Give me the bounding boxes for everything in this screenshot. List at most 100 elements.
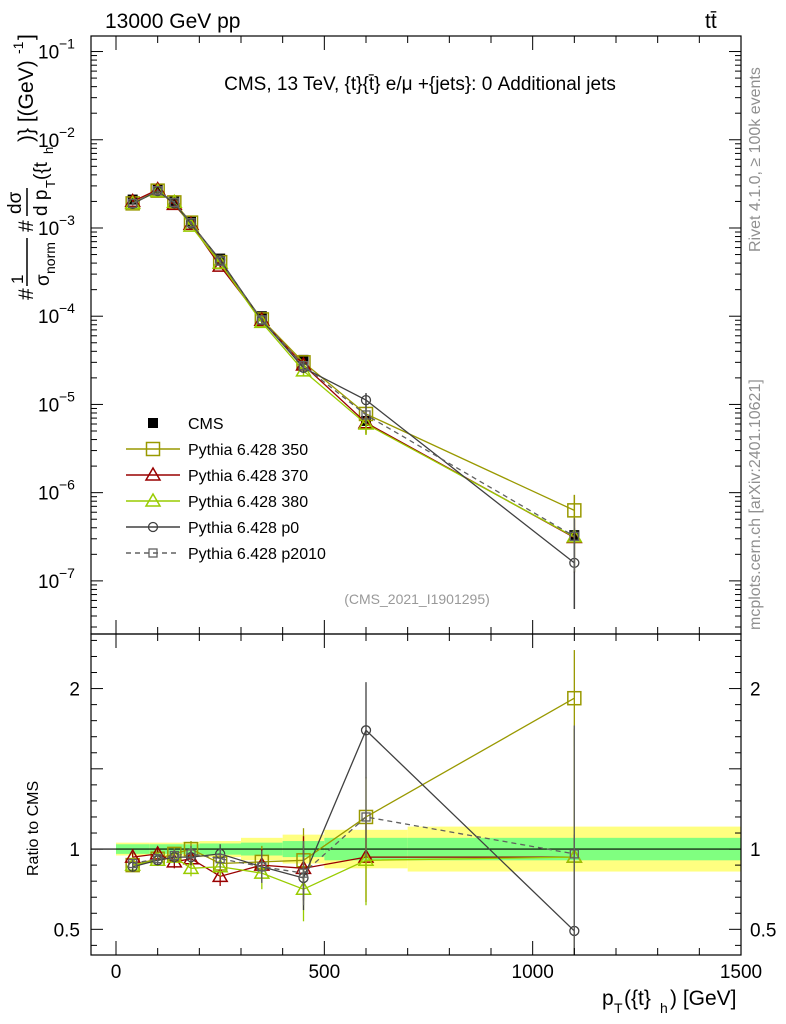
legend-marker (144, 492, 162, 507)
ratio-y-tick-label: 2 (69, 680, 80, 701)
y-tick-exp: −2 (59, 124, 75, 140)
svg-text:h: h (660, 1000, 668, 1016)
y-tick-base: 10 (38, 484, 59, 505)
legend-marker (144, 466, 162, 481)
legend-entry-p370: Pythia 6.428 370 (126, 466, 308, 485)
main-y-axis-label: # 1 σ norm # dσ d p T ({t h )} [(GeV) -1… (5, 34, 58, 300)
ratio-point-p2010 (186, 849, 196, 859)
svg-text:#: # (15, 288, 38, 300)
y-tick-base: 10 (38, 307, 59, 328)
series-line-p2010 (132, 189, 575, 537)
svg-text:T: T (43, 180, 58, 188)
ratio-point-p0 (360, 725, 372, 736)
data-point-p380 (357, 415, 375, 430)
data-point-p2010 (128, 198, 138, 209)
ratio-point-p2010 (169, 850, 179, 861)
ratio-series-p2010 (128, 725, 579, 955)
svg-text:-1: -1 (10, 41, 26, 54)
ratio-series-p0 (127, 682, 580, 955)
y-tick-exp: −6 (59, 477, 75, 493)
legend-label-p370: Pythia 6.428 370 (188, 468, 308, 485)
series-cms (127, 183, 580, 544)
y-tick-exp: −3 (59, 212, 75, 228)
legend-label-p350: Pythia 6.428 350 (188, 442, 308, 459)
legend-label-p0: Pythia 6.428 p0 (188, 520, 299, 537)
y-tick-exp: −4 (59, 300, 75, 316)
data-point-p2010 (298, 361, 309, 371)
ratio-point-p2010 (361, 812, 371, 822)
ratio-point-p380 (182, 859, 200, 875)
data-point-p2010 (169, 197, 179, 208)
ratio-point-p370 (166, 853, 183, 868)
data-point-p2010 (215, 256, 225, 266)
mcplots-label: mcplots.cern.ch [arXiv:2401.10621] (747, 379, 764, 630)
legend-marker (148, 418, 158, 428)
ratio-y-tick-label-right: 0.5 (750, 920, 776, 941)
svg-text:]: ] (15, 34, 38, 40)
data-point-p2010 (361, 410, 371, 420)
ratio-y-tick-label-right: 2 (750, 680, 761, 701)
legend-entry-p350: Pythia 6.428 350 (126, 441, 308, 459)
legend-marker (145, 441, 161, 457)
y-tick-exp: −5 (59, 388, 75, 404)
svg-text:)} [(GeV): )} [(GeV) (15, 60, 38, 142)
legend-label-cms: CMS (188, 416, 224, 433)
ratio-point-p380 (357, 851, 375, 867)
svg-text:({t}: ({t} (624, 987, 651, 1010)
ratio-point-p380 (211, 858, 229, 873)
ratio-point-p370 (211, 867, 229, 883)
legend-label-p380: Pythia 6.428 380 (188, 494, 308, 511)
y-tick-base: 10 (38, 131, 59, 152)
series-line-p380 (132, 190, 575, 538)
data-point-p2010 (153, 185, 163, 196)
svg-text:p: p (602, 987, 614, 1010)
ratio-y-tick-label: 1 (69, 840, 80, 861)
series-line-p350 (132, 189, 575, 511)
data-point-p2010 (257, 315, 267, 325)
legend-entry-p2010: Pythia 6.428 p2010 (126, 546, 326, 563)
ratio-y-axis-label: Ratio to CMS (25, 781, 42, 876)
y-tick-label: 10 −5 (38, 388, 75, 416)
y-tick-label: 10 −4 (38, 300, 75, 328)
ratio-point-p2010 (215, 854, 225, 864)
x-tick-label: 0 (111, 962, 122, 983)
ratio-line-p2010 (132, 816, 575, 874)
x-axis-label: p T ({t} h ) [GeV] (602, 987, 737, 1016)
ratio-point-p2010 (569, 849, 579, 859)
header-right: tt̄ (705, 10, 717, 33)
ratio-frame (90, 633, 742, 956)
y-tick-label: 10 −2 (38, 124, 75, 152)
ratio-point-p2010 (298, 868, 309, 878)
y-tick-label: 10 −1 (38, 36, 75, 64)
series-p380 (124, 182, 583, 573)
y-tick-label: 10 −3 (38, 212, 75, 240)
ratio-point-p2010 (257, 862, 267, 872)
svg-text:norm: norm (42, 242, 58, 274)
svg-text:h: h (41, 147, 56, 154)
svg-text:dσ: dσ (5, 191, 26, 214)
x-tick-label: 1500 (720, 962, 762, 983)
legend: CMS Pythia 6.428 350 Pythia 6.428 370 Pythi… (126, 416, 326, 563)
y-tick-base: 10 (38, 395, 59, 416)
y-tick-label: 10 −7 (38, 565, 75, 593)
y-tick-base: 10 (38, 572, 59, 593)
svg-text:#: # (15, 220, 38, 232)
ratio-y-tick-label: 0.5 (54, 920, 80, 941)
legend-marker (147, 521, 159, 533)
y-tick-base: 10 (38, 43, 59, 64)
svg-text:T: T (614, 1000, 623, 1016)
data-point-p0 (360, 394, 372, 406)
header-left: 13000 GeV pp (105, 10, 240, 33)
legend-entry-cms: CMS (148, 416, 224, 433)
y-tick-label: 10 −6 (38, 477, 75, 505)
x-tick-label: 1000 (512, 962, 554, 983)
main-frame (90, 35, 742, 635)
data-point-p350 (567, 503, 582, 518)
legend-entry-p380: Pythia 6.428 380 (126, 492, 308, 511)
plot-title: CMS, 13 TeV, {t}{t̄} e/μ +{jets}: 0 Addi… (224, 74, 616, 95)
data-point-p2010 (186, 217, 196, 228)
data-point-p2010 (569, 531, 579, 541)
ratio-y-tick-label-right: 1 (750, 840, 761, 861)
rivet-label: Rivet 4.1.0, ≥ 100k events (747, 67, 764, 252)
